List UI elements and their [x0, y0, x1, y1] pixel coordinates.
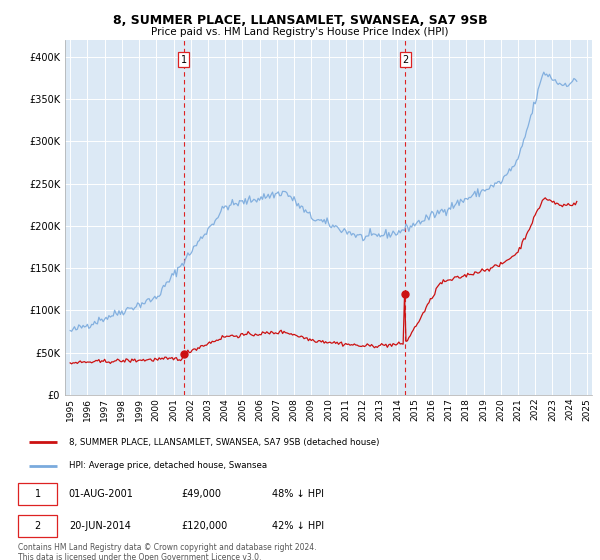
- Text: HPI: Average price, detached house, Swansea: HPI: Average price, detached house, Swan…: [69, 461, 267, 470]
- Text: 20-JUN-2014: 20-JUN-2014: [69, 521, 131, 531]
- FancyBboxPatch shape: [18, 515, 58, 537]
- Text: 8, SUMMER PLACE, LLANSAMLET, SWANSEA, SA7 9SB: 8, SUMMER PLACE, LLANSAMLET, SWANSEA, SA…: [113, 14, 487, 27]
- Text: £49,000: £49,000: [182, 489, 221, 499]
- FancyBboxPatch shape: [18, 483, 58, 505]
- Text: 1: 1: [35, 489, 41, 499]
- Text: 01-AUG-2001: 01-AUG-2001: [69, 489, 134, 499]
- Text: £120,000: £120,000: [182, 521, 228, 531]
- Text: 8, SUMMER PLACE, LLANSAMLET, SWANSEA, SA7 9SB (detached house): 8, SUMMER PLACE, LLANSAMLET, SWANSEA, SA…: [69, 437, 379, 446]
- Text: 48% ↓ HPI: 48% ↓ HPI: [272, 489, 324, 499]
- Text: 2: 2: [402, 54, 409, 64]
- Text: 42% ↓ HPI: 42% ↓ HPI: [272, 521, 324, 531]
- Text: 1: 1: [181, 54, 187, 64]
- Text: 2: 2: [35, 521, 41, 531]
- Text: Price paid vs. HM Land Registry's House Price Index (HPI): Price paid vs. HM Land Registry's House …: [151, 27, 449, 37]
- Text: Contains HM Land Registry data © Crown copyright and database right 2024.
This d: Contains HM Land Registry data © Crown c…: [18, 543, 317, 560]
